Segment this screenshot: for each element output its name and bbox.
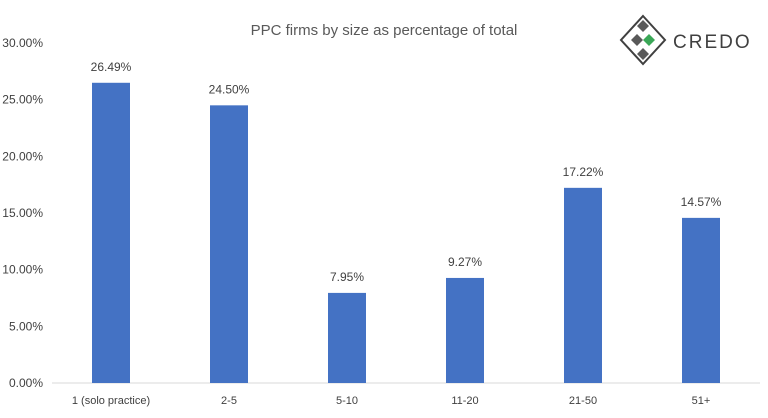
- data-label: 24.50%: [209, 82, 250, 96]
- data-label: 14.57%: [681, 195, 722, 209]
- y-tick-label: 5.00%: [9, 319, 43, 333]
- y-tick-label: 25.00%: [2, 93, 43, 107]
- chart-data-labels: 26.49% 24.50% 7.95% 9.27% 17.22% 14.57%: [91, 60, 722, 284]
- bar-4: [446, 277, 484, 383]
- x-tick-label: 2-5: [221, 395, 237, 407]
- bar-5: [564, 187, 602, 383]
- y-tick-label: 20.00%: [2, 149, 43, 163]
- credo-logo-mark: [619, 14, 667, 66]
- bar-6: [682, 217, 720, 383]
- chart-axes: 0.00% 5.00% 10.00% 15.00% 20.00% 25.00% 30.00%…: [2, 36, 760, 407]
- bar-3: [328, 292, 366, 383]
- x-tick-label: 21-50: [569, 395, 597, 407]
- y-tick-label: 10.00%: [2, 263, 43, 277]
- data-label: 9.27%: [448, 255, 482, 269]
- chart-title: PPC firms by size as percentage of total: [251, 22, 518, 39]
- chart-bars: [92, 82, 720, 383]
- bar-2: [210, 105, 248, 383]
- y-tick-label: 0.00%: [9, 376, 43, 390]
- x-tick-label: 11-20: [451, 395, 478, 407]
- data-label: 26.49%: [91, 60, 132, 74]
- bar-1: [92, 82, 130, 383]
- data-label: 7.95%: [330, 270, 364, 284]
- x-tick-label: 51+: [692, 395, 711, 407]
- x-tick-label: 1 (solo practice): [72, 395, 150, 407]
- y-tick-label: 15.00%: [2, 206, 43, 220]
- data-label: 17.22%: [563, 165, 604, 179]
- y-tick-label: 30.00%: [2, 36, 43, 50]
- x-tick-label: 5-10: [336, 395, 358, 407]
- credo-logo-text: CREDO: [673, 32, 752, 53]
- credo-logo: CREDO: [619, 14, 752, 66]
